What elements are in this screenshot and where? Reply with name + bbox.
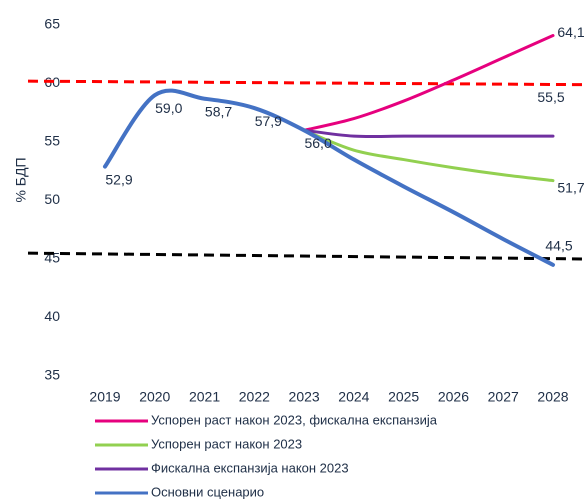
- x-tick-label: 2028: [537, 389, 568, 405]
- legend-label: Успорен раст након 2023, фискална експан…: [151, 412, 438, 427]
- data-label: 57,9: [255, 113, 282, 129]
- reference-line: [27, 251, 587, 261]
- x-tick-label: 2020: [139, 389, 170, 405]
- data-label: 56,0: [304, 135, 331, 151]
- data-label: 59,0: [155, 100, 182, 116]
- legend-label: Успорен раст након 2023: [151, 436, 302, 451]
- series-line: [302, 128, 555, 139]
- data-label: 52,9: [105, 171, 132, 187]
- y-tick-label: 40: [44, 308, 60, 324]
- legend-label: Основни сценарио: [151, 484, 264, 499]
- x-tick-label: 2027: [488, 389, 519, 405]
- y-tick-label: 55: [44, 133, 60, 149]
- data-label: 51,7: [557, 179, 584, 195]
- x-tick-label: 2019: [89, 389, 120, 405]
- x-tick-label: 2026: [438, 389, 469, 405]
- reference-line: [27, 79, 587, 87]
- y-tick-label: 35: [44, 367, 60, 383]
- y-axis-label: % БДП: [13, 157, 29, 202]
- x-tick-label: 2021: [189, 389, 220, 405]
- x-tick-label: 2025: [388, 389, 419, 405]
- x-tick-label: 2024: [338, 389, 369, 405]
- series-line: [302, 128, 555, 183]
- data-label: 58,7: [205, 103, 232, 119]
- y-tick-label: 65: [44, 16, 60, 32]
- series-line: [302, 34, 555, 132]
- x-tick-label: 2022: [239, 389, 270, 405]
- x-tick-label: 2023: [289, 389, 320, 405]
- series-line: [103, 88, 555, 267]
- y-tick-label: 50: [44, 191, 60, 207]
- data-label: 44,5: [545, 238, 572, 254]
- data-label: 55,5: [537, 89, 564, 105]
- legend-label: Фискална експанзија након 2023: [151, 460, 349, 475]
- data-label: 64,1: [557, 24, 584, 40]
